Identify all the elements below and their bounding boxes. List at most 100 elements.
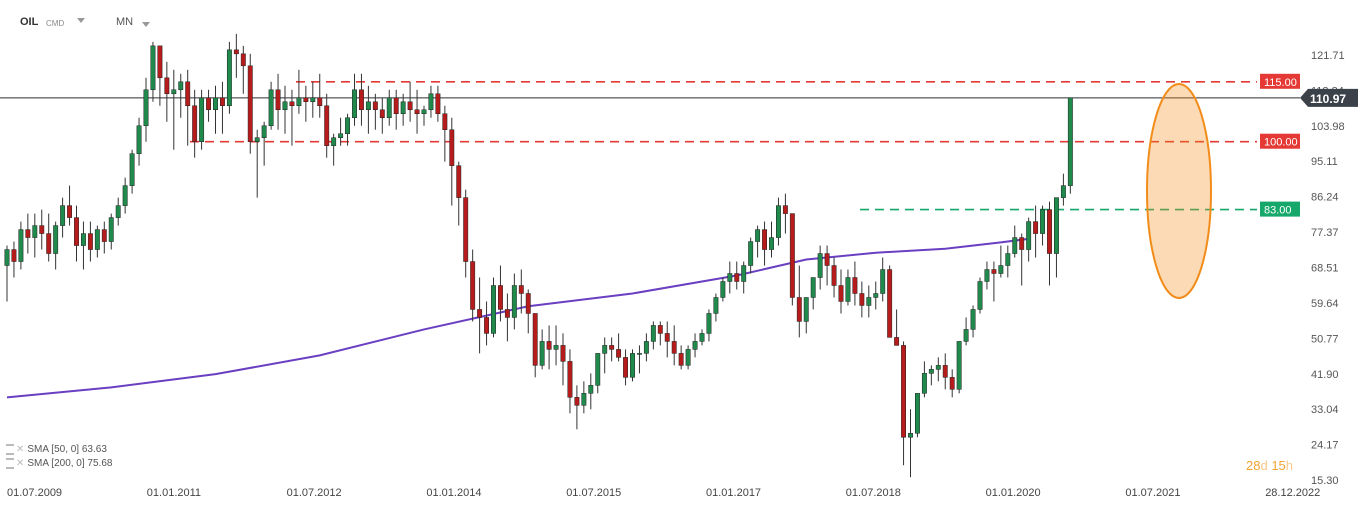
candle-body	[261, 125, 267, 138]
candle-body	[122, 185, 128, 206]
candle-body	[87, 233, 93, 250]
candle	[338, 117, 344, 146]
candle-body	[39, 225, 45, 234]
candle-body	[671, 341, 677, 354]
candle-body	[880, 269, 886, 294]
candle	[164, 61, 170, 122]
candle-body	[338, 133, 344, 138]
sma200-line	[6, 237, 1029, 399]
candle	[984, 261, 990, 290]
candle	[748, 237, 754, 274]
x-tick-label: 01.07.2012	[287, 487, 342, 499]
candle-body	[442, 113, 448, 130]
candle	[935, 357, 941, 382]
candle-body	[74, 217, 79, 246]
candle	[379, 97, 385, 134]
candle	[963, 317, 969, 346]
candle	[101, 221, 107, 254]
chevron-down-icon[interactable]	[142, 22, 150, 27]
x-tick-label: 01.07.2015	[566, 487, 621, 499]
instrument-type-label[interactable]: CMD	[46, 19, 65, 28]
candle-body	[324, 105, 330, 146]
candle-body	[171, 89, 177, 95]
candle-body	[199, 97, 205, 142]
candle	[560, 333, 566, 386]
candle	[1067, 97, 1073, 194]
candle-body	[1040, 209, 1045, 234]
candle	[393, 89, 399, 130]
candle-body	[220, 97, 225, 107]
candle-body	[275, 89, 281, 111]
settings-icon[interactable]	[6, 458, 14, 469]
candle	[685, 345, 691, 370]
candle	[289, 89, 295, 146]
candle	[1033, 205, 1039, 258]
candle	[678, 345, 684, 370]
countdown-days: 28	[1246, 458, 1261, 473]
candle	[407, 81, 413, 122]
candle	[143, 77, 149, 142]
candle-body	[998, 265, 1004, 274]
candle	[1005, 245, 1011, 278]
candle	[525, 289, 531, 334]
candle	[776, 197, 781, 246]
candle-body	[352, 89, 357, 118]
candle	[970, 305, 976, 338]
candle-body	[81, 233, 86, 246]
candle-body	[470, 261, 476, 310]
candle-body	[685, 349, 691, 366]
chevron-down-icon[interactable]	[77, 18, 85, 23]
settings-icon[interactable]	[6, 444, 14, 455]
candle	[977, 277, 983, 314]
candle	[345, 113, 351, 146]
candle	[880, 257, 886, 302]
candle	[240, 45, 246, 94]
timeframe-label[interactable]: MN	[116, 16, 134, 28]
candle	[1047, 201, 1052, 286]
candle	[261, 121, 267, 166]
highlight-ellipse	[1146, 83, 1212, 299]
symbol-label[interactable]: OIL	[20, 16, 39, 28]
indicator-legend-sma200[interactable]: ✕ SMA [200, 0] 75.68	[6, 458, 112, 469]
candle	[894, 309, 900, 346]
candle	[359, 73, 364, 126]
candle-body	[637, 353, 642, 355]
candle-body	[1054, 197, 1059, 254]
y-tick-label: 121.71	[1311, 50, 1345, 62]
candle-body	[240, 53, 246, 67]
y-tick-label: 86.24	[1311, 192, 1339, 204]
candle	[421, 105, 427, 126]
candle	[657, 321, 663, 346]
candle	[734, 261, 740, 290]
candle-body	[233, 49, 239, 55]
candle-body	[157, 45, 163, 79]
candle	[859, 281, 865, 318]
candle-body	[365, 101, 371, 111]
candle-body	[1033, 221, 1039, 234]
candle	[901, 341, 906, 466]
close-icon[interactable]: ✕	[16, 444, 25, 456]
candle-body	[560, 345, 566, 362]
candle	[372, 93, 378, 130]
candle-body	[956, 341, 962, 390]
indicator-legend-sma50[interactable]: ✕ SMA [50, 0] 63.63	[6, 444, 107, 455]
candle	[942, 353, 948, 390]
candle-body	[908, 433, 913, 438]
candle	[129, 149, 135, 194]
countdown-hours-unit: h	[1285, 458, 1294, 473]
candle	[282, 85, 288, 134]
candle	[949, 369, 955, 398]
candle	[741, 261, 747, 294]
candle	[275, 73, 281, 130]
candle-body	[623, 357, 628, 378]
candle	[755, 225, 761, 258]
candle-body	[372, 101, 378, 111]
candle-body	[213, 97, 218, 111]
candle-body	[574, 397, 580, 406]
close-icon[interactable]: ✕	[16, 458, 25, 470]
candle	[769, 221, 774, 258]
x-tick-label: 01.01.2017	[706, 487, 761, 499]
candle-body	[657, 325, 663, 334]
candle	[233, 33, 239, 78]
